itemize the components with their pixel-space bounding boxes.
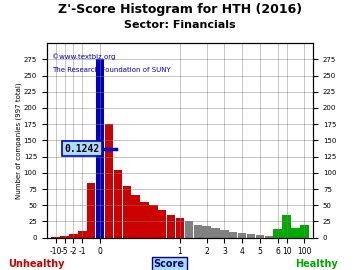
Text: 0.1242: 0.1242 [65,144,100,154]
Bar [256,235,264,238]
Bar [60,236,69,238]
Text: Score: Score [154,259,185,269]
Bar [185,221,193,238]
Bar [122,186,131,238]
Bar [69,234,78,238]
Bar [220,230,229,238]
Bar [194,225,202,238]
Bar [105,124,113,238]
Bar [176,218,184,238]
Y-axis label: Number of companies (997 total): Number of companies (997 total) [16,82,22,199]
Bar [87,183,95,238]
Text: Healthy: Healthy [296,259,338,269]
Text: The Research Foundation of SUNY: The Research Foundation of SUNY [52,66,171,73]
Text: Unhealthy: Unhealthy [8,259,64,269]
Text: Z'-Score Histogram for HTH (2016): Z'-Score Histogram for HTH (2016) [58,3,302,16]
Bar [96,59,104,238]
Bar [167,215,175,238]
Text: ©www.textbiz.org: ©www.textbiz.org [52,53,116,60]
Bar [211,228,220,238]
Bar [114,170,122,238]
Bar [51,237,60,238]
Bar [229,232,238,238]
Bar [78,231,86,238]
Bar [300,225,309,238]
Bar [158,210,166,238]
Bar [282,215,291,238]
Bar [291,228,300,238]
Bar [238,233,246,238]
Bar [202,226,211,238]
Bar [140,202,149,238]
Bar [149,205,158,238]
Bar [274,228,282,238]
Bar [131,195,140,238]
Text: Sector: Financials: Sector: Financials [124,20,236,30]
Bar [247,234,255,238]
Bar [265,236,273,238]
